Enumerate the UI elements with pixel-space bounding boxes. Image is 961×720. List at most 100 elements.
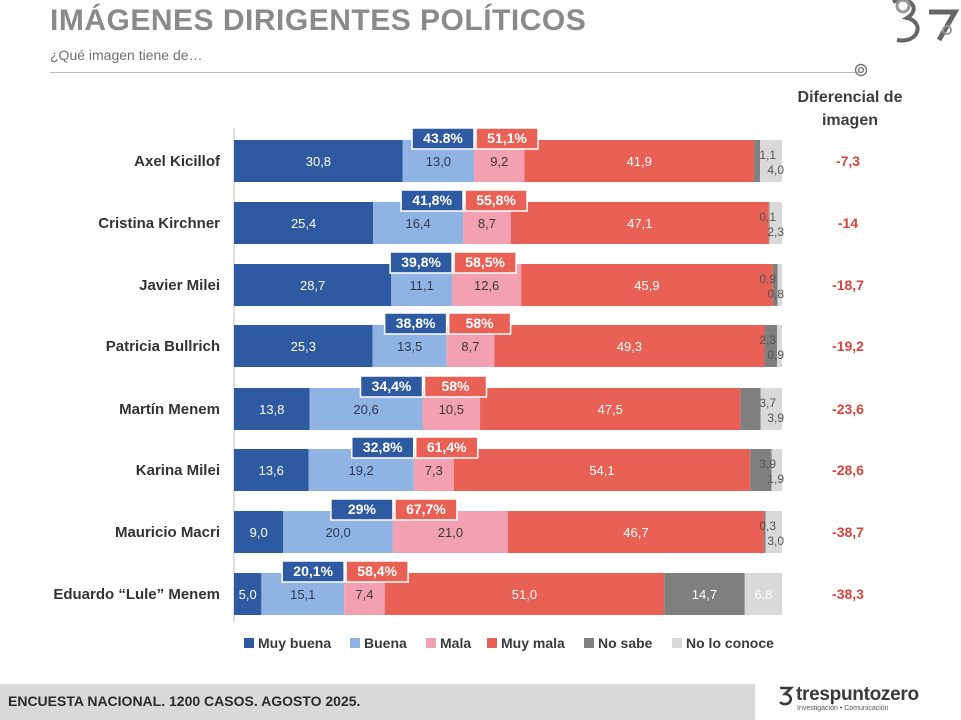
bar-segment	[664, 573, 745, 615]
data-label: 13,0	[426, 154, 451, 169]
category-label: Mauricio Macri	[115, 524, 220, 541]
legend-label: Mala	[440, 635, 471, 651]
bar-segment	[508, 511, 764, 553]
bar-segment	[521, 264, 773, 306]
data-label: 46,7	[623, 525, 648, 540]
data-label: 3,0	[767, 534, 784, 548]
negative-total-box	[345, 560, 409, 583]
bar-segment	[768, 202, 770, 244]
bar-segment	[763, 511, 766, 553]
diferencial-header: Diferencial de imagen	[797, 89, 903, 129]
footer-bar: ENCUESTA NACIONAL. 1200 CASOS. AGOSTO 20…	[0, 684, 755, 720]
diferencial-value: -19,2	[832, 338, 864, 354]
positive-total-box	[383, 312, 448, 335]
category-label: Eduardo “Lule” Menem	[53, 586, 220, 603]
bar-segment	[765, 511, 782, 553]
data-label: 54,1	[589, 463, 614, 478]
data-label: 13,5	[397, 339, 422, 354]
data-label: 1,1	[759, 148, 776, 162]
positive-total-label: 32,8%	[363, 439, 403, 455]
positive-total-label: 38,8%	[396, 315, 436, 331]
negative-total-box	[475, 127, 539, 150]
category-label: Cristina Kirchner	[98, 215, 220, 232]
data-label: 11,1	[410, 278, 434, 293]
brand-three-icon	[779, 686, 794, 706]
bar-segment	[744, 573, 782, 615]
negative-total-label: 55,8%	[476, 192, 516, 208]
legend-swatch	[426, 638, 436, 648]
bar-segment	[754, 140, 761, 182]
positive-total-label: 29%	[348, 501, 377, 517]
positive-total-label: 41,8%	[412, 192, 452, 208]
positive-total-box	[411, 127, 475, 150]
bar-segment	[384, 573, 665, 615]
bar-segment	[740, 388, 761, 430]
data-label: 13,8	[259, 402, 284, 417]
negative-total-box	[453, 251, 517, 274]
data-label: 7,3	[425, 463, 443, 478]
negative-total-label: 58,4%	[357, 563, 397, 579]
bar-segment	[760, 140, 782, 182]
data-label: 3,9	[759, 457, 776, 471]
data-label: 5,0	[239, 587, 257, 602]
data-label: 0,8	[767, 287, 784, 301]
page-title: IMÁGENES DIRIGENTES POLÍTICOS	[50, 4, 587, 37]
data-label: 1,9	[767, 472, 784, 486]
footer-note: ENCUESTA NACIONAL. 1200 CASOS. AGOSTO 20…	[8, 693, 361, 709]
legend-swatch	[487, 638, 497, 648]
data-label: 3,7	[759, 396, 776, 410]
data-label: 6,8	[754, 587, 772, 602]
diferencial-value: -18,7	[832, 277, 864, 293]
bar-segment	[234, 202, 374, 244]
bar-segment	[494, 325, 765, 367]
diferencial-value: -7,3	[836, 153, 860, 169]
data-label: 16,4	[405, 216, 430, 231]
bar-segment	[510, 202, 769, 244]
data-label: 20,0	[325, 525, 350, 540]
category-label: Patricia Bullrich	[106, 338, 220, 355]
bar-segment	[234, 264, 392, 306]
positive-total-label: 39,8%	[401, 254, 441, 270]
data-label: 19,2	[348, 463, 373, 478]
data-label: 7,4	[355, 587, 373, 602]
diferencial-value: -38,3	[832, 586, 864, 602]
positive-total-box	[359, 375, 424, 398]
category-label: Martín Menem	[119, 401, 220, 418]
legend-swatch	[244, 638, 254, 648]
data-label: 47,5	[598, 402, 623, 417]
diferencial-value: -14	[838, 215, 858, 231]
bar-segment	[524, 140, 755, 182]
data-label: 13,6	[259, 463, 284, 478]
data-label: 47,1	[627, 216, 652, 231]
positive-total-box	[350, 436, 415, 459]
category-label: Javier Milei	[139, 277, 220, 294]
positive-total-label: 20,1%	[293, 563, 333, 579]
legend-label: No lo conoce	[686, 635, 774, 651]
data-label: 41,9	[627, 154, 652, 169]
stacked-bar-chart: Axel Kicillof 30,8 13,0 9,2 41,9 1,14,0 43.8% 5…	[53, 127, 864, 651]
category-label: Axel Kicillof	[134, 153, 221, 170]
data-label: 2,3	[767, 225, 784, 239]
negative-total-box	[394, 498, 458, 521]
data-label: 2,3	[759, 333, 776, 347]
data-label: 51,0	[512, 587, 537, 602]
negative-total-box	[414, 436, 479, 459]
negative-total-label: 58,5%	[465, 254, 505, 270]
data-label: 15,1	[290, 587, 315, 602]
bar-segment	[764, 325, 778, 367]
data-label: 3,9	[767, 411, 784, 425]
legend-swatch	[584, 638, 594, 648]
data-label: 0,3	[759, 519, 776, 533]
data-label: 45,9	[634, 278, 659, 293]
negative-total-box	[423, 375, 488, 398]
brand-name: trespuntozero	[796, 684, 919, 705]
data-label: 0,1	[759, 210, 776, 224]
legend-label: No sabe	[598, 635, 653, 651]
negative-total-label: 51,1%	[487, 130, 527, 146]
positive-total-box	[389, 251, 453, 274]
bar-segment	[234, 388, 310, 430]
bar-segment	[234, 573, 262, 615]
title-divider	[50, 72, 860, 73]
bar-segment	[750, 449, 772, 491]
data-label: 10,5	[439, 402, 464, 417]
